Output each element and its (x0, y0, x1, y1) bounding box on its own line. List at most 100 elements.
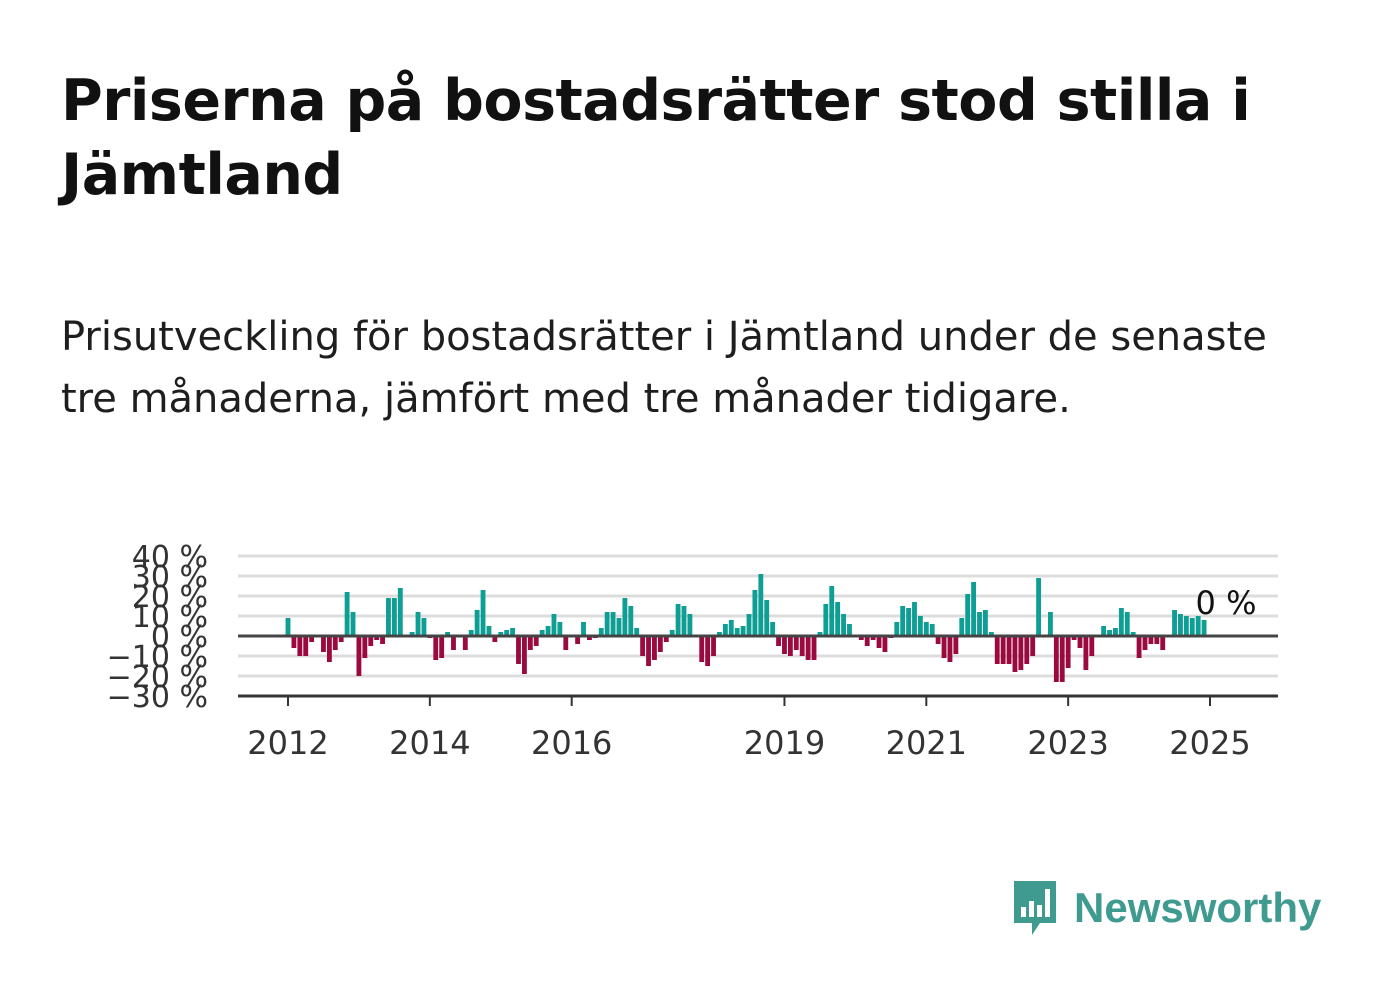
bar (652, 636, 657, 660)
bar (982, 610, 988, 636)
bar (545, 626, 551, 636)
bar (1113, 628, 1118, 636)
bar (705, 636, 711, 666)
bar (1059, 636, 1065, 682)
bar (386, 598, 391, 636)
bar (870, 636, 876, 640)
bar (1077, 636, 1083, 648)
y-tick-label: 0 % (151, 620, 208, 655)
bar (640, 636, 646, 656)
bar (847, 624, 852, 636)
x-tick-label: 2025 (1169, 724, 1250, 762)
bar (634, 628, 640, 636)
bar (557, 622, 563, 636)
bar (793, 636, 799, 650)
bar (303, 636, 309, 656)
bar (598, 628, 604, 636)
bar (326, 636, 332, 662)
bar (1036, 578, 1042, 636)
bar (581, 622, 586, 636)
bar (669, 630, 675, 636)
chart-subtitle: Prisutveckling för bostadsrätter i Jämtl… (61, 314, 1267, 422)
x-tick-label: 2016 (531, 724, 612, 762)
bar (1083, 636, 1089, 670)
bar (586, 636, 592, 640)
bar (1183, 616, 1189, 636)
bar (492, 636, 498, 642)
bar (1101, 626, 1107, 636)
bar (711, 636, 716, 656)
bar (374, 636, 380, 640)
bar (805, 636, 811, 660)
bar (433, 636, 439, 660)
bar (368, 636, 374, 646)
y-tick-label: 40 % (132, 540, 208, 575)
y-tick-label: −30 % (107, 680, 208, 715)
y-tick-label: 10 % (132, 600, 208, 635)
bar (297, 636, 303, 656)
bar (841, 614, 846, 636)
bar (1024, 636, 1030, 664)
bar (391, 598, 397, 636)
bar (799, 636, 805, 656)
bar (740, 626, 746, 636)
bar (935, 636, 941, 644)
bar (764, 600, 770, 636)
bar (1142, 636, 1148, 650)
bar (362, 636, 368, 658)
bar (1118, 608, 1124, 636)
bar (1107, 630, 1112, 636)
bar (746, 614, 752, 636)
bar (575, 636, 581, 644)
bar (646, 636, 651, 666)
bar (1053, 636, 1059, 682)
newsworthy-brand[interactable]: Newsworthy (1010, 876, 1321, 940)
bar (959, 618, 965, 636)
bar (622, 598, 628, 636)
bar (728, 620, 734, 636)
bar (977, 612, 982, 636)
bar (616, 618, 622, 636)
last-value-annotation: 0 % (1196, 584, 1257, 622)
chart-title: Priserna på bostadsrätter stod stilla i … (61, 68, 1251, 208)
bar (1172, 610, 1177, 636)
bar (1018, 636, 1024, 670)
bar (776, 636, 781, 646)
bar (563, 636, 569, 650)
newsworthy-logo-icon (1014, 881, 1056, 935)
bar (1047, 612, 1053, 636)
bar (380, 636, 385, 644)
bar (988, 632, 994, 636)
bar (1148, 636, 1154, 644)
bar (321, 636, 326, 652)
bar (498, 632, 504, 636)
bar (876, 636, 882, 648)
bar (864, 636, 870, 646)
bar (521, 636, 527, 674)
bar (787, 636, 793, 656)
bar (516, 636, 521, 664)
bar (356, 636, 362, 676)
bar (681, 606, 687, 636)
bar (994, 636, 1000, 664)
bar (551, 614, 557, 636)
price-change-bar-chart: −30 %−20 %−10 %0 %10 %20 %30 %40 %2012 20… (107, 540, 1278, 762)
bar (758, 574, 764, 636)
x-tick-label: 2021 (886, 724, 967, 762)
bar (906, 608, 912, 636)
bar (770, 622, 776, 636)
bar (1195, 616, 1201, 636)
bar (782, 636, 787, 654)
bar (1154, 636, 1160, 644)
bar (421, 618, 427, 636)
bar (309, 636, 315, 642)
bar (604, 612, 610, 636)
bar (923, 622, 929, 636)
bar (291, 636, 297, 648)
bar (1201, 620, 1207, 636)
bar (1189, 618, 1195, 636)
bar (687, 614, 693, 636)
bar (817, 632, 823, 636)
bar (610, 612, 616, 636)
bar (699, 636, 705, 662)
